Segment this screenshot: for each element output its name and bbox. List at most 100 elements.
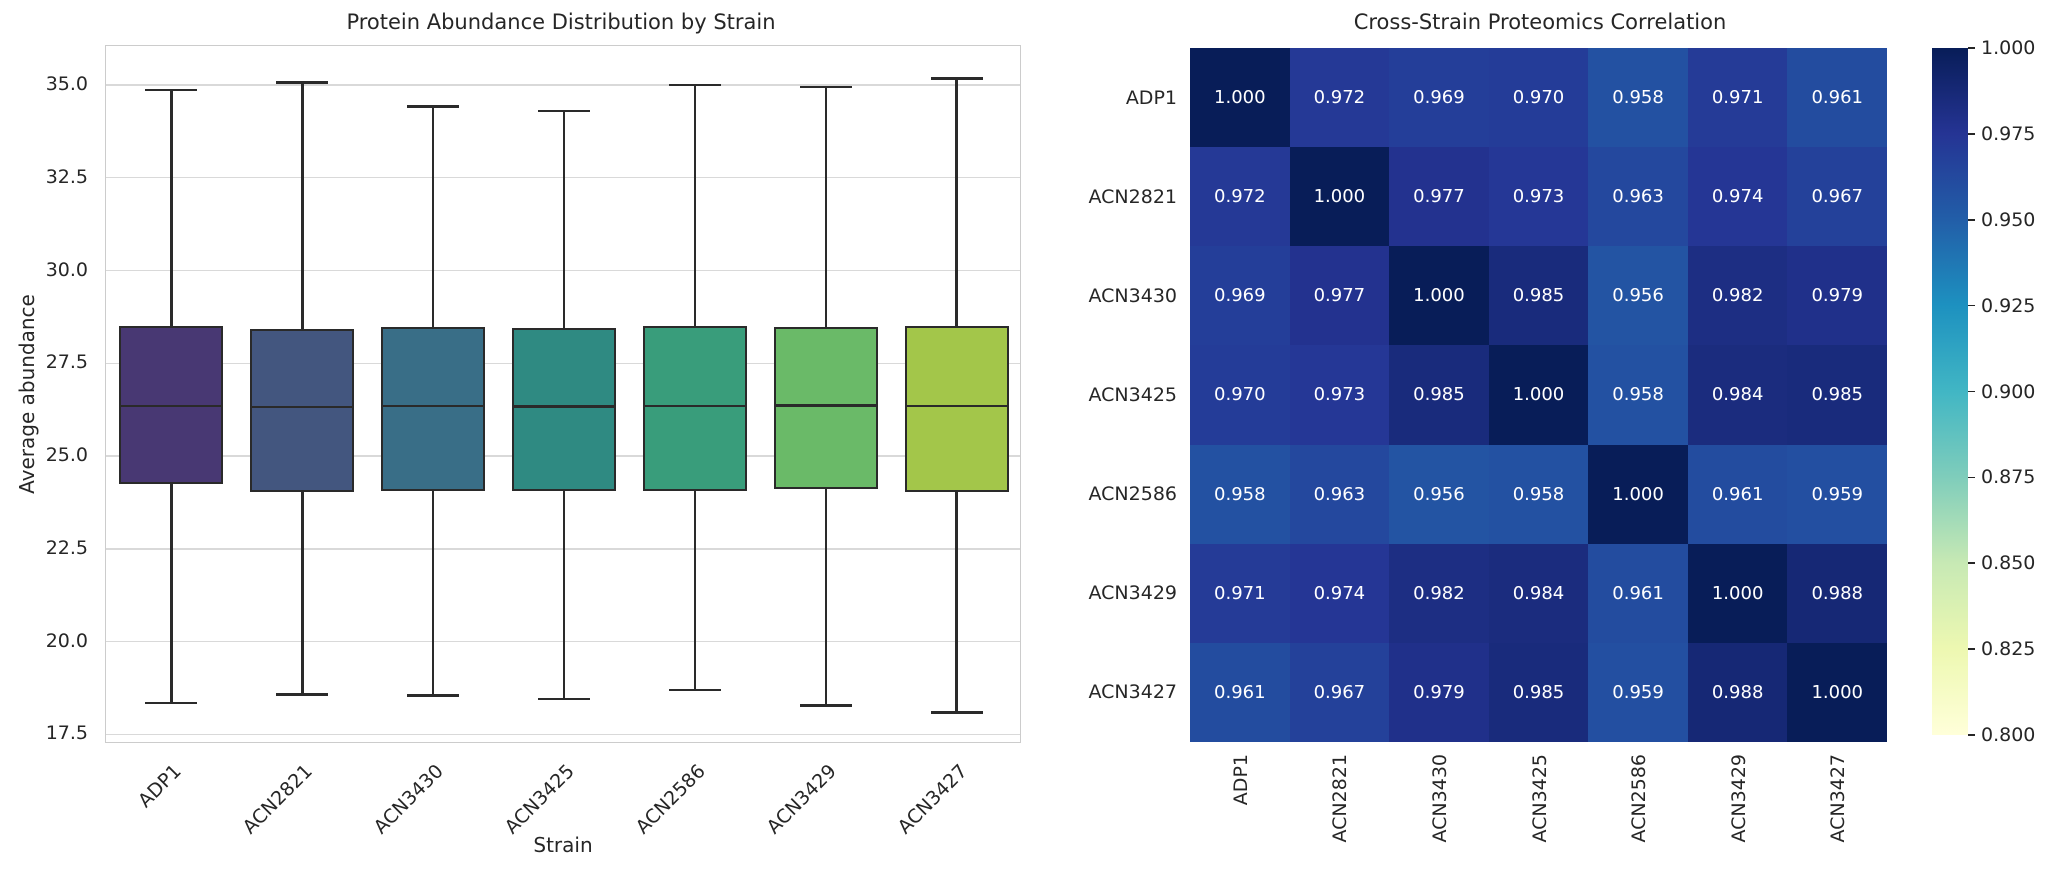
colorbar-tick <box>1968 648 1975 650</box>
colorbar-tick-label: 1.000 <box>1981 37 2036 59</box>
heatmap-grid: 1.000 0.972 0.969 0.970 0.958 0.971 0.961 0.972… <box>1190 48 1887 742</box>
heatmap-cell-ACN2821-ACN3429: 0.974 <box>1687 147 1788 247</box>
upper-whisker-cap <box>930 77 983 80</box>
colorbar-tick-label: 0.925 <box>1981 294 2036 317</box>
heatmap-cell-ADP1-ACN2821: 0.972 <box>1289 48 1390 148</box>
heatmap-cell-ACN3425-ACN2821: 0.973 <box>1289 345 1390 445</box>
colorbar-tick-label: 0.900 <box>1981 380 2036 403</box>
median-line <box>119 404 224 408</box>
y-tick-label: 32.5 <box>45 165 88 188</box>
colorbar-tick <box>1968 476 1975 479</box>
heatmap-cell-ACN3430-ACN3430: 1.000 <box>1389 246 1489 346</box>
x-tick-label-ACN3430: ACN3430 <box>369 760 448 839</box>
heatmap-col-label-ADP1: ADP1 <box>1229 754 1252 806</box>
heatmap-cell-ACN3427-ACN3429: 0.988 <box>1687 642 1788 742</box>
heatmap-cell-ACN3429-ADP1: 0.971 <box>1190 543 1290 643</box>
heatmap-cell-ACN3429-ACN2586: 0.961 <box>1588 543 1688 643</box>
box-ACN3430 <box>381 327 486 492</box>
heatmap-col-label-ACN3430: ACN3430 <box>1428 754 1451 843</box>
heatmap-cell-ACN3429-ACN2821: 0.974 <box>1289 543 1390 643</box>
heatmap-cell-ACN3425-ACN3429: 0.984 <box>1687 345 1788 445</box>
heatmap-col-label-ACN3429: ACN3429 <box>1727 754 1750 843</box>
heatmap-cell-ADP1-ACN3425: 0.970 <box>1488 48 1589 148</box>
upper-whisker-line <box>824 86 827 327</box>
heatmap-cell-ACN2586-ACN3429: 0.961 <box>1687 444 1788 544</box>
heatmap-cell-ACN2586-ACN3430: 0.956 <box>1389 444 1489 544</box>
heatmap-cell-ACN3425-ACN2586: 0.958 <box>1588 345 1688 445</box>
heatmap-cell-ACN3425-ACN3430: 0.985 <box>1389 345 1489 445</box>
y-tick-label: 17.5 <box>45 722 88 745</box>
upper-whisker-cap <box>668 83 721 87</box>
boxplot-title: Protein Abundance Distribution by Strain <box>346 10 776 34</box>
upper-whisker-line <box>693 85 697 327</box>
upper-whisker-cap <box>538 109 590 113</box>
boxplot-plot-area <box>105 45 1021 743</box>
x-tick-label-ACN3427: ACN3427 <box>893 760 972 839</box>
x-tick-label-ACN3429: ACN3429 <box>762 760 841 839</box>
heatmap-cell-ACN3427-ACN2586: 0.959 <box>1588 642 1688 742</box>
lower-whisker-line <box>693 490 697 690</box>
heatmap-cell-ACN3429-ACN3427: 0.988 <box>1787 543 1887 643</box>
colorbar-tick <box>1968 734 1975 736</box>
colorbar-tick <box>1968 304 1975 307</box>
x-tick-label-ACN2821: ACN2821 <box>238 760 318 839</box>
upper-whisker-cap <box>145 88 198 91</box>
heatmap-cell-ACN3427-ACN3425: 0.985 <box>1488 642 1589 742</box>
lower-whisker-cap <box>799 704 852 707</box>
heatmap-cell-ACN2821-ACN3425: 0.973 <box>1488 147 1589 247</box>
median-line <box>904 404 1009 408</box>
median-line <box>512 405 616 408</box>
colorbar-tick <box>1968 562 1975 565</box>
gridline <box>106 733 1020 736</box>
heatmap-cell-ACN3425-ACN3427: 0.985 <box>1787 345 1887 445</box>
gridline <box>106 84 1020 86</box>
colorbar-tick <box>1968 47 1975 49</box>
heatmap-col-label-ACN3425: ACN3425 <box>1528 754 1551 843</box>
heatmap-row-label-ACN3429: ACN3429 <box>1088 582 1178 605</box>
box-ACN3425 <box>512 328 616 491</box>
x-tick-label-ACN2586: ACN2586 <box>631 760 710 839</box>
heatmap-cell-ADP1-ACN2586: 0.958 <box>1588 48 1688 148</box>
heatmap-row-label-ACN2586: ACN2586 <box>1088 483 1178 506</box>
heatmap-cell-ACN3427-ADP1: 0.961 <box>1190 642 1290 742</box>
heatmap-cell-ACN2586-ACN3427: 0.959 <box>1787 444 1887 544</box>
upper-whisker-line <box>170 89 173 327</box>
heatmap-cell-ACN2586-ADP1: 0.958 <box>1190 444 1290 544</box>
x-tick-label-ADP1: ADP1 <box>134 760 187 812</box>
heatmap-cell-ACN3429-ACN3429: 1.000 <box>1687 543 1788 643</box>
heatmap-cell-ACN3429-ACN3425: 0.984 <box>1488 543 1589 643</box>
heatmap-cell-ACN3430-ADP1: 0.969 <box>1190 246 1290 346</box>
heatmap-cell-ACN2821-ACN3427: 0.967 <box>1787 147 1887 247</box>
median-line <box>773 404 878 407</box>
colorbar-tick <box>1968 390 1975 393</box>
colorbar-tick <box>1968 218 1975 221</box>
heatmap-cell-ACN2821-ACN2821: 1.000 <box>1289 147 1390 247</box>
colorbar <box>1932 48 1968 735</box>
heatmap-cell-ADP1-ADP1: 1.000 <box>1190 48 1290 148</box>
x-tick-label-ACN3425: ACN3425 <box>500 760 579 839</box>
heatmap-col-label-ACN2586: ACN2586 <box>1628 754 1651 843</box>
heatmap-cell-ACN2821-ADP1: 0.972 <box>1190 147 1290 247</box>
heatmap-cell-ACN3429-ACN3430: 0.982 <box>1389 543 1489 643</box>
heatmap-cell-ACN3430-ACN3427: 0.979 <box>1787 246 1887 346</box>
y-tick-label: 30.0 <box>45 258 88 281</box>
heatmap-col-label-ACN3427: ACN3427 <box>1827 754 1850 843</box>
colorbar-tick <box>1968 133 1975 135</box>
upper-whisker-cap <box>799 85 852 89</box>
heatmap-cell-ADP1-ACN3427: 0.961 <box>1787 48 1887 148</box>
y-tick-label: 35.0 <box>45 73 88 95</box>
lower-whisker-cap <box>145 701 198 705</box>
heatmap-cell-ACN3427-ACN2821: 0.967 <box>1289 642 1390 742</box>
lower-whisker-line <box>301 492 304 695</box>
y-tick-label: 27.5 <box>45 351 88 374</box>
heatmap-cell-ACN3427-ACN3427: 1.000 <box>1787 642 1887 742</box>
heatmap-cell-ACN3430-ACN2821: 0.977 <box>1289 246 1390 346</box>
heatmap-row-label-ACN3427: ACN3427 <box>1088 681 1178 704</box>
heatmap-cell-ACN2821-ACN3430: 0.977 <box>1389 147 1489 247</box>
heatmap-cell-ACN3425-ADP1: 0.970 <box>1190 345 1290 445</box>
heatmap-cell-ADP1-ACN3429: 0.971 <box>1687 48 1788 148</box>
upper-whisker-line <box>431 106 435 328</box>
heatmap-cell-ADP1-ACN3430: 0.969 <box>1389 48 1489 148</box>
heatmap-cell-ACN3430-ACN2586: 0.956 <box>1588 246 1688 346</box>
